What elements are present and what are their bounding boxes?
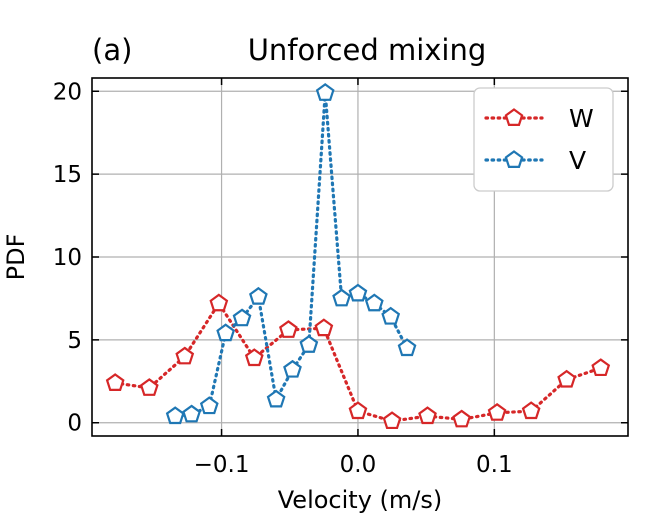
data-point-w (105, 373, 125, 391)
data-point-v (283, 359, 302, 378)
data-point-w (382, 411, 402, 430)
data-point-v (332, 288, 351, 307)
data-point-v (299, 334, 319, 353)
data-point-v (165, 406, 185, 425)
y-tick-label: 0 (67, 411, 82, 437)
data-point-w (521, 401, 541, 420)
y-tick-label: 15 (53, 162, 82, 188)
y-tick-label: 20 (53, 79, 82, 105)
x-tick-label: 0.1 (476, 452, 513, 478)
y-tick-label: 5 (67, 328, 82, 354)
chart-title: Unforced mixing (248, 33, 487, 67)
legend-label-v: V (569, 146, 586, 175)
series-markers (105, 83, 611, 430)
x-tick-label: 0.0 (340, 452, 377, 478)
legend-marker-w (504, 108, 524, 126)
data-point-w (591, 358, 611, 377)
data-point-w (139, 378, 159, 396)
data-point-v (182, 404, 201, 423)
data-point-v (364, 293, 384, 312)
data-point-w (279, 320, 298, 338)
y-axis-label: PDF (2, 234, 30, 281)
legend: WV (473, 87, 614, 192)
legend-label-w: W (569, 104, 594, 133)
data-point-v (381, 306, 401, 325)
data-point-w (418, 406, 437, 425)
data-point-v (249, 286, 268, 305)
panel-label: (a) (92, 33, 132, 67)
ticks (92, 78, 628, 436)
data-point-w (244, 348, 264, 367)
legend-marker-v (504, 150, 524, 168)
data-point-w (348, 401, 368, 420)
data-point-v (199, 396, 219, 415)
data-point-v (397, 338, 417, 357)
data-point-w (209, 293, 229, 312)
data-point-v (348, 283, 368, 302)
data-point-v (232, 308, 252, 327)
y-tick-label: 10 (53, 245, 82, 271)
data-point-w (487, 402, 507, 421)
data-point-v (216, 323, 236, 342)
tick-labels: −0.1 0.0 0.1 0 5 10 15 20 (53, 79, 513, 478)
data-point-v (315, 83, 335, 101)
x-tick-label: −0.1 (194, 452, 250, 478)
data-point-w (452, 409, 471, 428)
data-point-w (557, 369, 577, 388)
x-axis-label: Velocity (m/s) (278, 486, 442, 514)
data-point-v (266, 389, 286, 408)
data-point-w (175, 346, 195, 365)
data-point-w (314, 318, 334, 337)
